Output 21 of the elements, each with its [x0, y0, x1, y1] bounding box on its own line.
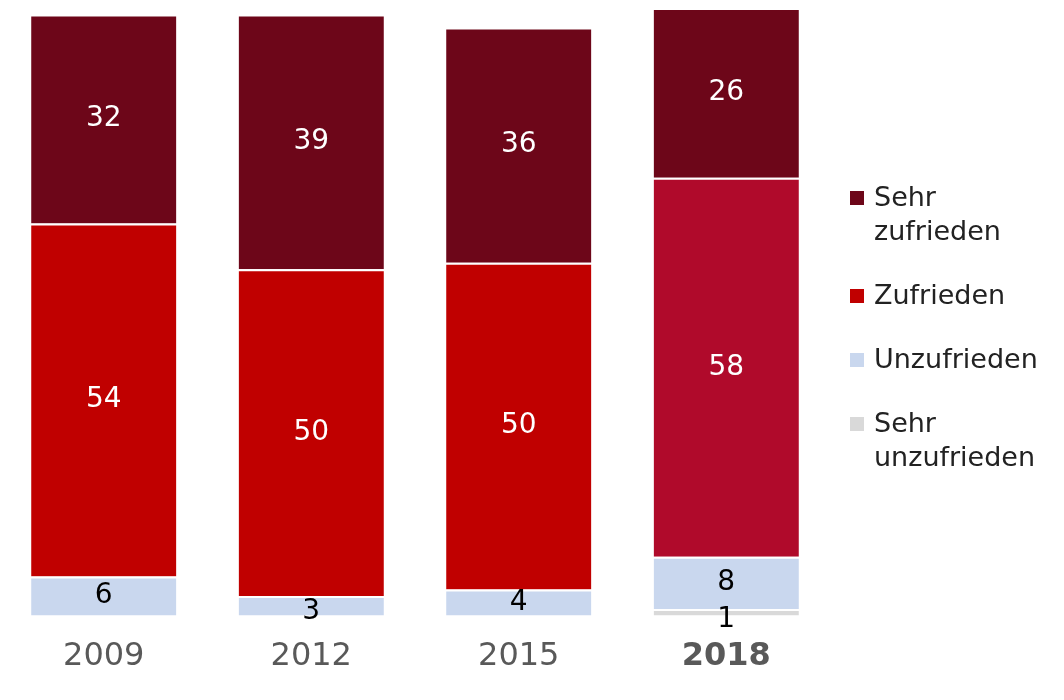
data-label: 32: [85, 100, 122, 134]
data-label: 6: [94, 577, 113, 611]
data-label: 58: [708, 348, 745, 382]
legend-label: Sehr unzufrieden: [874, 406, 1037, 474]
data-label: 50: [293, 413, 330, 447]
data-label: 3: [302, 593, 321, 627]
data-label: 36: [500, 126, 537, 160]
x-tick-label: 2009: [63, 635, 145, 674]
data-label: 1: [717, 600, 736, 634]
data-label: 54: [85, 381, 122, 415]
legend-label: Sehr zufrieden: [874, 180, 1002, 248]
legend-label: Zufrieden: [874, 278, 1006, 312]
x-tick-label: 2018: [681, 635, 771, 674]
data-label: 4: [509, 583, 528, 617]
x-tick-label: 2012: [270, 635, 352, 674]
data-label: 8: [717, 564, 736, 598]
data-label: 39: [293, 123, 330, 157]
x-tick-label: 2015: [478, 635, 560, 674]
data-label: 26: [708, 74, 745, 108]
legend-label: Unzufrieden: [874, 342, 1038, 376]
data-label: 50: [500, 407, 537, 441]
